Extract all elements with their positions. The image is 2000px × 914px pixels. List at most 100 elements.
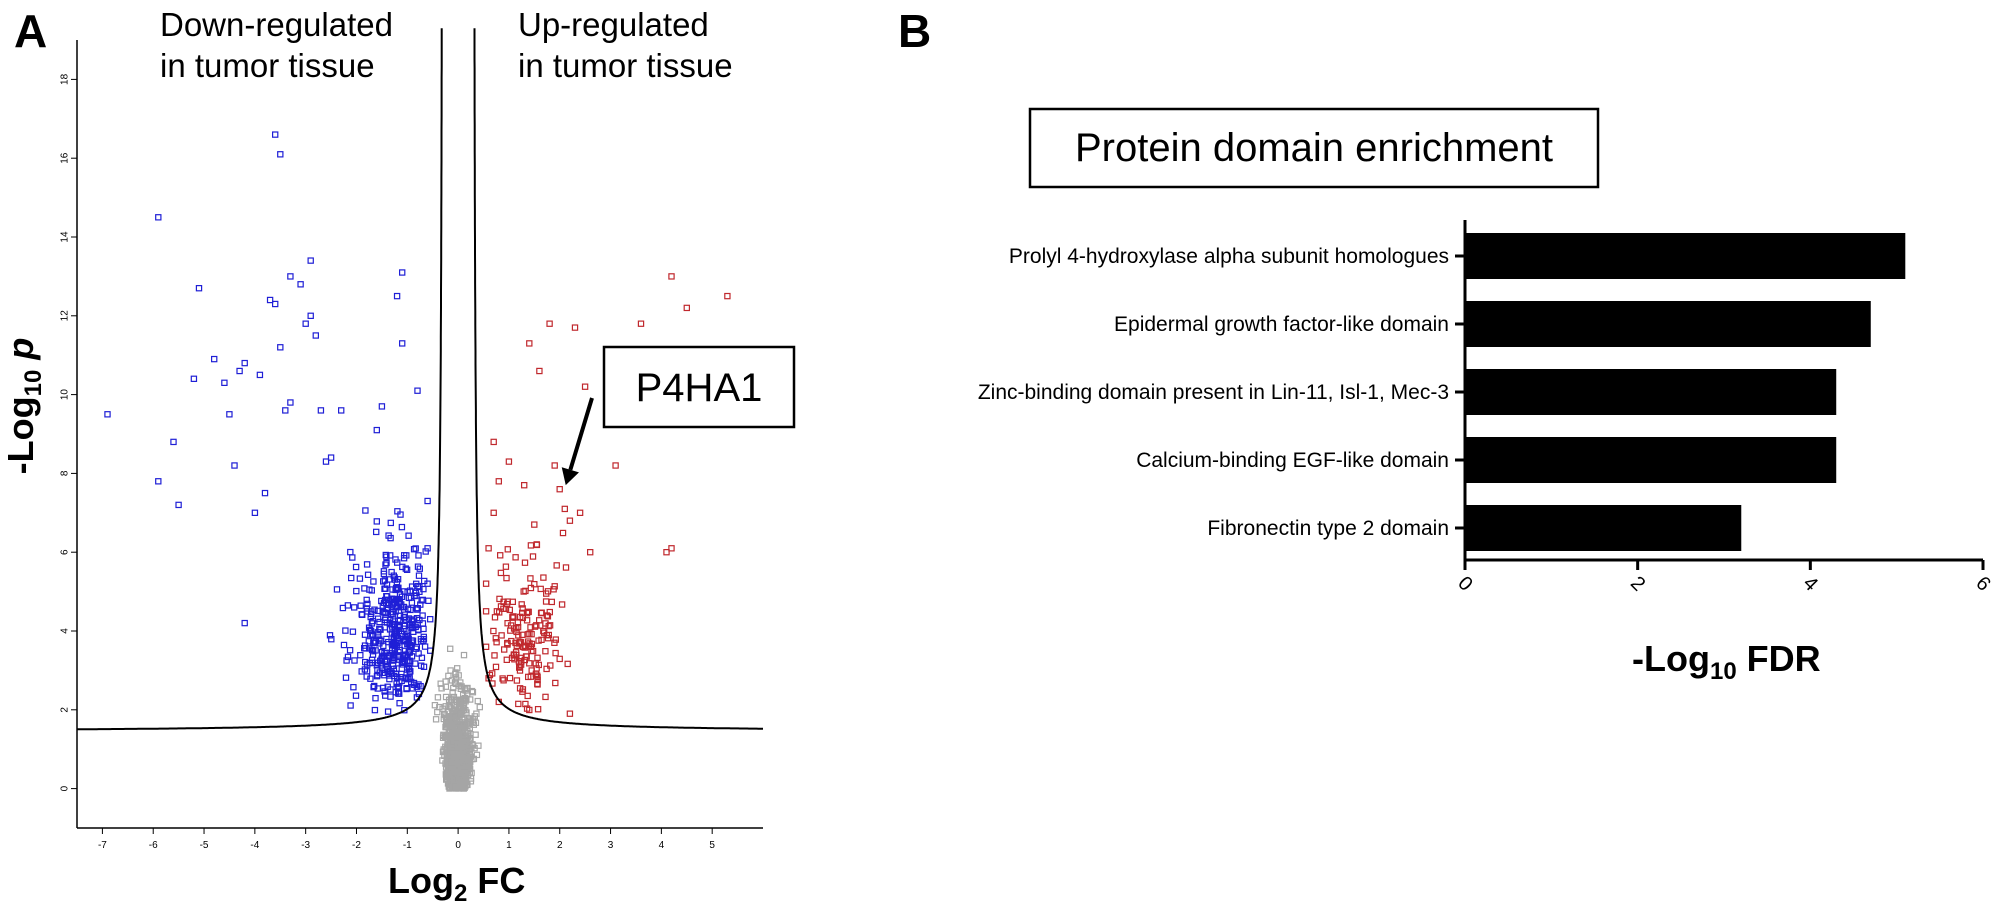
downregulated-point bbox=[359, 611, 366, 619]
nonsignificant-point bbox=[439, 734, 447, 742]
downregulated-point bbox=[383, 553, 390, 560]
threshold-curve-left bbox=[77, 28, 443, 731]
upregulated-point bbox=[521, 644, 528, 651]
upregulated-point bbox=[501, 646, 508, 653]
downregulated-point bbox=[362, 507, 369, 514]
upregulated-point bbox=[497, 552, 504, 559]
upregulated-point bbox=[683, 304, 691, 312]
volcano-y-tick-label: 6 bbox=[60, 549, 71, 555]
nonsignificant-point bbox=[474, 697, 482, 705]
upregulated-point bbox=[522, 642, 529, 650]
nonsignificant-points bbox=[431, 645, 484, 792]
significance-threshold-curves bbox=[77, 28, 763, 731]
upregulated-point bbox=[523, 705, 531, 712]
downregulated-point bbox=[413, 580, 420, 588]
downregulated-point bbox=[386, 675, 393, 683]
downregulated-point bbox=[391, 599, 399, 607]
downregulated-point bbox=[282, 407, 289, 414]
downregulated-point bbox=[410, 679, 418, 687]
downregulated-point bbox=[364, 571, 372, 579]
downregulated-point bbox=[170, 438, 177, 446]
volcano-x-tick-label: -4 bbox=[250, 840, 259, 851]
downregulated-point bbox=[416, 565, 424, 572]
downregulated-point bbox=[388, 630, 396, 637]
upregulated-point bbox=[504, 546, 512, 553]
downregulated-point bbox=[371, 682, 378, 690]
downregulated-point bbox=[389, 600, 397, 608]
downregulated-point bbox=[368, 610, 375, 618]
upregulated-point bbox=[612, 462, 619, 469]
downregulated-point bbox=[376, 618, 383, 626]
downregulated-point bbox=[378, 648, 386, 656]
nonsignificant-point bbox=[431, 701, 439, 709]
downregulated-point bbox=[104, 411, 111, 418]
bar-row: Fibronectin type 2 domain bbox=[1207, 505, 1742, 551]
upregulated-point bbox=[520, 588, 527, 595]
nonsignificant-point bbox=[449, 717, 456, 724]
downregulated-point bbox=[367, 675, 374, 682]
downregulated-point bbox=[256, 371, 264, 379]
panel-b-letter: B bbox=[898, 5, 932, 57]
upregulated-point bbox=[548, 598, 556, 606]
upregulated-point bbox=[499, 675, 506, 682]
nonsignificant-point bbox=[471, 713, 479, 720]
downregulated-point bbox=[344, 653, 352, 661]
downregulated-point bbox=[384, 605, 392, 612]
up-regulated-label: Up-regulated in tumor tissue bbox=[518, 6, 733, 84]
upregulated-point bbox=[537, 585, 544, 593]
nonsignificant-point bbox=[462, 738, 469, 745]
upregulated-point bbox=[502, 563, 510, 570]
volcano-x-axis-title: Log2 FC bbox=[388, 860, 526, 908]
downregulated-point bbox=[404, 666, 411, 673]
nonsignificant-point bbox=[445, 672, 452, 680]
upregulated-point bbox=[516, 685, 524, 692]
upregulated-point bbox=[490, 627, 497, 635]
volcano-x-tick-label: -5 bbox=[200, 840, 209, 851]
downregulated-point bbox=[277, 151, 284, 158]
volcano-axes bbox=[76, 40, 763, 829]
downregulated-point bbox=[175, 501, 182, 509]
downregulated-point bbox=[412, 660, 419, 667]
upregulated-point bbox=[552, 636, 560, 643]
bar bbox=[1465, 437, 1837, 483]
downregulated-point bbox=[241, 359, 248, 367]
upregulated-point bbox=[502, 605, 510, 612]
upregulated-point bbox=[556, 655, 563, 663]
bar-category-label: Zinc-binding domain present in Lin-11, I… bbox=[978, 381, 1449, 404]
upregulated-point bbox=[493, 638, 500, 646]
bar-chart-x-tick-label: 4 bbox=[1799, 572, 1822, 595]
bar-row: Zinc-binding domain present in Lin-11, I… bbox=[978, 369, 1837, 415]
downregulated-point bbox=[356, 575, 364, 582]
downregulated-point bbox=[392, 688, 399, 696]
upregulated-point bbox=[553, 562, 560, 569]
downregulated-point bbox=[387, 667, 394, 675]
downregulated-point bbox=[401, 552, 408, 559]
upregulated-point bbox=[515, 640, 523, 647]
volcano-y-tick-label: 4 bbox=[60, 628, 71, 634]
nonsignificant-point bbox=[452, 756, 459, 763]
downregulated-point bbox=[380, 568, 388, 575]
upregulated-point bbox=[515, 700, 522, 708]
upregulated-point bbox=[542, 598, 550, 605]
bar-category-label: Epidermal growth factor-like domain bbox=[1114, 313, 1449, 336]
p4ha1-arrow-head bbox=[561, 467, 579, 486]
downregulated-point bbox=[371, 639, 379, 647]
nonsignificant-point bbox=[457, 710, 464, 718]
upregulated-point bbox=[515, 632, 522, 639]
downregulated-point bbox=[375, 607, 382, 615]
upregulated-point bbox=[522, 700, 529, 708]
upregulated-point bbox=[551, 639, 558, 647]
volcano-x-tick-label: 0 bbox=[455, 840, 461, 851]
downregulated-point bbox=[236, 367, 243, 375]
downregulated-point bbox=[155, 478, 162, 485]
bar bbox=[1465, 301, 1871, 347]
bar bbox=[1465, 233, 1906, 279]
downregulated-point bbox=[424, 497, 431, 505]
downregulated-point bbox=[211, 355, 218, 363]
upregulated-point bbox=[534, 680, 541, 688]
downregulated-point bbox=[384, 683, 391, 691]
downregulated-point bbox=[398, 677, 405, 685]
downregulated-point bbox=[401, 613, 409, 621]
